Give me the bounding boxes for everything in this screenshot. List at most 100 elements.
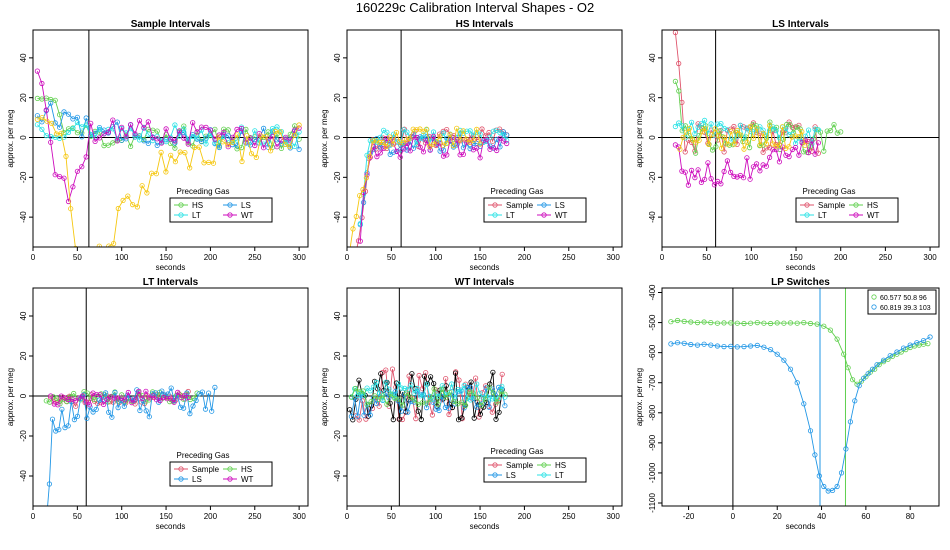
data-point [695,167,701,173]
data-point [172,122,178,128]
x-tick-label: 250 [248,512,262,521]
data-point [423,400,429,406]
y-tick-label: 20 [333,93,342,102]
data-point [497,135,503,141]
data-point [440,396,446,402]
data-point [154,142,160,148]
data-point [728,320,734,326]
data-point [845,365,851,371]
y-tick-label: -40 [19,211,28,223]
data-point [487,381,493,387]
x-axis-label: seconds [470,522,500,531]
data-point [746,145,753,151]
data-point [802,137,809,143]
data-point [427,396,433,402]
data-point [65,111,72,117]
data-point [792,144,799,151]
chart-title: LP Switches [771,277,830,288]
data-point [136,118,143,124]
data-point [815,127,822,133]
data-point [196,144,202,150]
data-point [357,193,363,199]
data-point [718,121,724,127]
y-tick-label: 20 [19,351,28,360]
data-point [348,394,354,400]
data-point [274,124,280,130]
data-point [247,135,253,141]
data-point [682,149,688,155]
chart-title: LT Intervals [143,277,199,288]
data-point [827,327,834,333]
data-point [682,123,689,129]
data-point [807,320,814,327]
data-point [440,153,447,159]
data-point [787,122,793,128]
data-point [474,395,480,401]
data-point [676,88,682,94]
data-point [115,404,121,411]
x-tick-label: 300 [606,253,620,262]
data-point [90,409,96,415]
y-tick-label: 20 [648,93,657,102]
data-point [140,398,146,404]
data-point [694,342,701,348]
x-tick-label: 150 [159,253,173,262]
legend-label: HS [555,461,566,470]
y-tick-label: -20 [19,171,28,183]
legend-label: WT [241,211,254,220]
data-point [286,144,293,150]
data-point [821,323,827,329]
data-point [699,129,705,135]
data-point [395,381,401,387]
data-point [668,341,674,347]
data-point [190,133,196,140]
x-tick-label: 200 [204,512,218,521]
data-point [500,129,506,135]
data-point [698,121,705,127]
data-point [741,320,747,327]
data-point [880,357,887,363]
data-point [443,140,450,146]
data-point [185,388,191,395]
x-axis-label: seconds [786,263,816,272]
data-point [708,319,714,326]
legend-swatch-point [492,212,498,218]
legend-label: WT [555,211,568,220]
data-point [763,141,770,147]
data-point [458,399,465,405]
data-point [816,473,822,479]
legend-swatch-point [178,476,184,482]
data-point [409,371,415,377]
x-axis-label: seconds [156,522,186,531]
data-point [360,388,366,394]
data-point [357,221,363,227]
legend-swatch-point [227,212,233,218]
data-point [734,320,740,326]
legend-swatch-point [541,202,547,208]
data-point [154,136,160,142]
data-point [779,124,786,130]
data-point [686,125,693,131]
x-tick-label: 250 [562,253,576,262]
data-point [52,97,58,103]
data-point [479,126,485,132]
x-tick-label: 250 [562,512,576,521]
data-point [421,373,427,379]
data-point [486,404,492,410]
page-title: 160229c Calibration Interval Shapes - O2 [355,0,595,15]
data-point [423,381,430,387]
y-tick-label: -40 [648,211,657,223]
data-point [96,243,102,247]
data-point [834,130,840,136]
legend-swatch-point [853,212,859,218]
data-point [389,366,396,372]
data-point [121,403,127,409]
data-point [203,141,209,147]
data-point [477,390,483,396]
data-point [713,144,719,150]
data-point [449,381,455,387]
data-point [754,342,760,348]
data-point [674,340,681,346]
data-point [814,321,820,327]
data-point [380,393,386,399]
